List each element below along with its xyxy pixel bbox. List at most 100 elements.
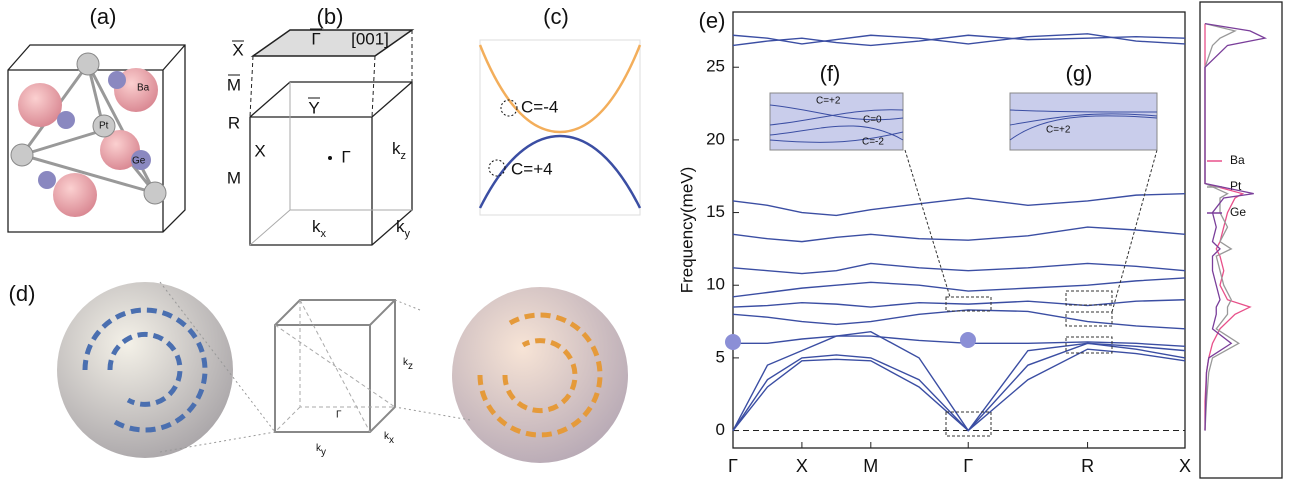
- zoom-box: [1065, 290, 1113, 306]
- zoom-boxes: [904, 149, 1158, 437]
- point-label: X: [254, 141, 265, 160]
- atom: [53, 173, 97, 217]
- band: [732, 192, 1186, 217]
- axis-sub: y: [405, 228, 411, 240]
- frame: [479, 39, 641, 216]
- band: [732, 262, 1186, 275]
- band: [732, 299, 1186, 308]
- weyl-sketch: C=-4 C=+4: [478, 39, 642, 216]
- diagonal: [274, 299, 396, 433]
- point-label: R: [228, 113, 240, 132]
- inset-bands: [769, 104, 904, 143]
- inset-bands: [1009, 109, 1158, 141]
- vector-field: [477, 312, 603, 438]
- atom: [92, 114, 116, 138]
- panel-label: (c): [543, 4, 569, 29]
- axis-label: kx: [384, 431, 394, 446]
- atom: [131, 150, 151, 170]
- lower-band: [478, 134, 642, 209]
- point-label: X: [232, 40, 243, 59]
- bands: 0 5 10 15 20 25 Γ X M Γ R X: [706, 33, 1191, 476]
- panel-label: (a): [90, 4, 117, 29]
- berry-curvature: Γ kz kx ky: [57, 281, 628, 463]
- atom: [108, 71, 126, 89]
- atom-label: Ge: [132, 156, 146, 167]
- crystal-structure: Ba Pt Ge: [7, 44, 186, 233]
- atom: [38, 171, 56, 189]
- projection: [249, 30, 413, 118]
- band: [732, 331, 1186, 432]
- axis-main: k: [384, 431, 390, 442]
- zoom-box: [945, 411, 992, 437]
- axis-label: kx: [312, 217, 327, 239]
- band: [732, 33, 1186, 45]
- axis-main: k: [403, 357, 409, 368]
- atom: [100, 130, 140, 170]
- axis-sub: z: [408, 361, 413, 372]
- axis-label: kz: [403, 357, 413, 372]
- inset-label: C=+2: [816, 96, 841, 107]
- band: [732, 309, 1186, 330]
- axis-sub: z: [401, 150, 407, 162]
- x-tick-label: Γ: [963, 456, 973, 476]
- panel-label: (d): [9, 281, 36, 306]
- panel-label: (f): [820, 61, 841, 86]
- band: [732, 34, 1186, 47]
- inset-label: C=-2: [862, 137, 884, 148]
- x-tick-label: R: [1081, 456, 1094, 476]
- y-tick-label: 20: [706, 129, 725, 148]
- atom-label: Ba: [137, 83, 150, 94]
- inset-label: C=+2: [1046, 125, 1071, 136]
- y-tick-label: 10: [706, 275, 725, 294]
- y-axis-label: Frequency(meV): [677, 167, 696, 294]
- y-tick-label: 5: [716, 347, 725, 366]
- x-tick-label: M: [863, 456, 878, 476]
- legend-label: Ge: [1230, 205, 1246, 219]
- axis-sub: x: [321, 228, 327, 240]
- point-label: Γ: [336, 410, 342, 421]
- plot-frame: [732, 11, 1186, 449]
- band: [732, 342, 1186, 432]
- point-label: M: [227, 168, 241, 187]
- axis-main: k: [392, 139, 401, 158]
- dos-curve: [1204, 22, 1268, 431]
- point-label: M: [227, 75, 241, 94]
- band: [732, 277, 1186, 298]
- y-tick-label: 15: [706, 202, 725, 221]
- weyl-point: [725, 334, 741, 350]
- axis-sub: y: [321, 447, 326, 458]
- point-label: Γ: [311, 29, 320, 48]
- inset: [769, 92, 904, 151]
- bulk-zone: [249, 81, 413, 246]
- axis-label: ky: [316, 443, 326, 458]
- axis-main: k: [396, 217, 405, 236]
- zoom-box: [1065, 311, 1113, 327]
- sphere: [452, 287, 628, 463]
- inset-label: C=0: [863, 115, 882, 126]
- pointer: [904, 149, 1158, 313]
- brillouin-zone: X M R M X Γ [001] Y Γ kz kx ky: [227, 28, 415, 246]
- band: [732, 348, 1186, 432]
- x-tick-label: Γ: [728, 456, 738, 476]
- zoom-box: [1065, 336, 1113, 354]
- node-marker: [500, 99, 518, 117]
- inset: [1009, 92, 1158, 151]
- zoom-box: [945, 296, 992, 312]
- panel-label: (g): [1066, 61, 1093, 86]
- charge-label: C=-4: [521, 97, 558, 116]
- upper-band: [478, 44, 642, 134]
- weyl-point: [960, 332, 976, 348]
- legend-label: Ba: [1230, 153, 1245, 167]
- band: [733, 335, 1186, 347]
- axis-main: k: [316, 443, 322, 454]
- dos-frame: [1199, 1, 1283, 479]
- unit-cell: [7, 44, 186, 233]
- x-tick-label: X: [796, 456, 808, 476]
- y-tick-label: 0: [716, 420, 725, 439]
- band: [732, 226, 1186, 243]
- atom: [76, 52, 100, 76]
- vector-field: [82, 307, 208, 433]
- point-label: Y: [308, 98, 319, 117]
